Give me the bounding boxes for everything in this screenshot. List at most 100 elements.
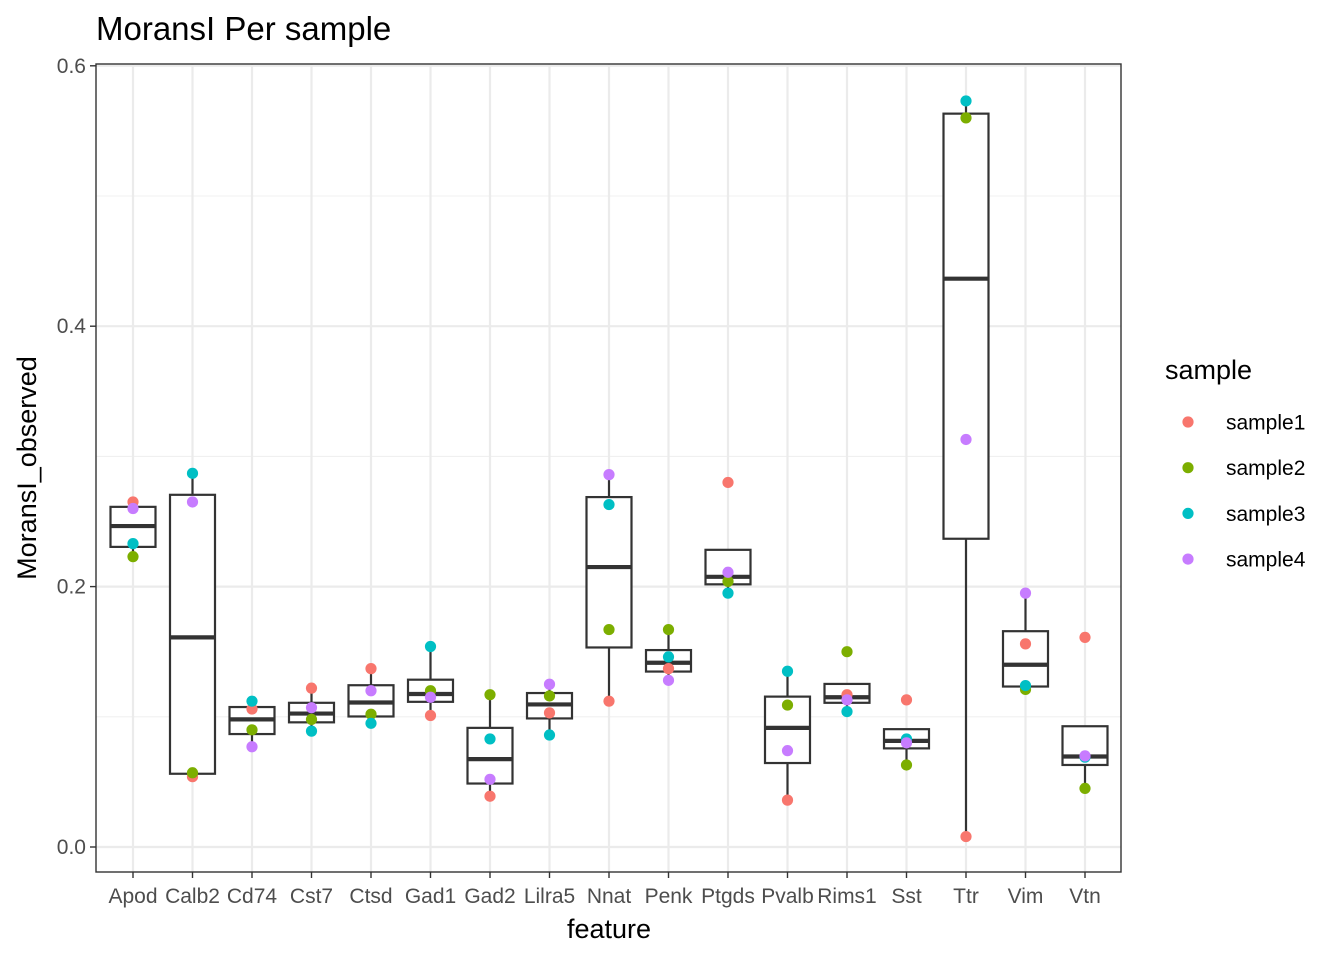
y-tick-label: 0.0 [57,836,86,859]
y-tick-label: 0.4 [57,315,87,338]
point-sample4-nnat [603,469,615,481]
y-axis-title: MoransI_observed [12,356,42,580]
point-sample2-cd74 [246,724,258,736]
point-sample4-rims1 [841,694,853,706]
point-sample4-apod [127,502,139,515]
legend-title: sample [1165,355,1252,385]
point-sample4-vim [1019,587,1032,599]
chart-title: MoransI Per sample [96,10,391,47]
x-tick-label: Nnat [587,885,632,908]
point-sample3-calb2 [186,467,199,479]
point-sample4-ctsd [365,685,377,697]
box-iqr [585,495,633,649]
boxplot-lilra5 [525,684,574,736]
point-sample3-ctsd [365,717,377,729]
point-sample4-gad1 [424,691,437,703]
point-sample3-lilra5 [543,729,556,741]
x-tick-label: Vtn [1069,885,1101,908]
point-sample1-lilra5 [543,707,556,719]
x-axis: Apod Calb2 Cd74 Cst7 Ctsd Gad1 Gad2 Lilra5 Nnat P… [108,872,1101,908]
points [127,95,1091,843]
point-sample1-vtn [1079,631,1091,643]
point-sample4-ptgds [722,566,734,578]
y-tick-label: 0.2 [57,576,86,599]
point-sample2-vtn [1079,782,1091,795]
point-sample2-rims1 [841,646,853,658]
x-tick-label: Gad2 [464,885,515,908]
point-sample4-ttr [960,433,972,446]
point-sample4-sst [900,737,913,749]
point-sample4-gad2 [484,773,496,785]
point-sample4-vtn [1079,750,1091,762]
x-tick-label: Penk [645,885,693,908]
point-sample3-vim [1019,679,1032,692]
point-sample2-cst7 [305,713,318,726]
point-sample1-pvalb [781,794,794,806]
point-sample1-sst [900,694,913,706]
point-sample3-ptgds [722,587,734,599]
point-sample2-ttr [960,112,972,124]
boxplot-nnat [585,474,633,702]
x-tick-label: Apod [108,885,157,908]
point-sample4-pvalb [781,745,794,757]
legend-label-sample1: sample1 [1226,412,1305,435]
point-sample4-calb2 [186,496,199,508]
point-sample3-penk [662,651,675,663]
point-sample1-penk [662,663,675,675]
x-axis-title: feature [567,914,651,944]
point-sample4-lilra5 [543,678,556,690]
y-tick-label: 0.6 [57,55,86,78]
point-sample3-pvalb [781,665,794,677]
x-tick-label: Vim [1008,885,1044,908]
y-axis: 0.0 0.2 0.4 0.6 [57,55,96,859]
point-sample3-ttr [960,95,972,107]
boxplot-calb2 [168,473,217,777]
box-iqr [168,493,217,775]
point-sample3-cst7 [305,725,318,737]
x-tick-label: Ttr [953,885,979,908]
legend: sample sample1 sample2 sample3 sample4 [1165,355,1306,572]
x-tick-label: Pvalb [761,885,814,908]
legend-key-sample1 [1182,416,1194,428]
point-sample1-ctsd [365,663,377,675]
point-sample2-pvalb [781,699,794,711]
x-tick-label: Ptgds [701,885,755,908]
point-sample1-ttr [960,830,972,843]
x-tick-label: Cst7 [290,885,333,908]
legend-label-sample4: sample4 [1226,549,1306,572]
point-sample1-cst7 [305,682,318,694]
x-tick-label: Sst [891,885,922,908]
point-sample1-vim [1019,638,1032,650]
point-sample2-nnat [603,623,615,636]
boxplot-vim [1001,593,1050,690]
x-tick-label: Gad1 [405,885,456,908]
point-sample3-rims1 [841,705,853,718]
point-sample4-cst7 [305,702,318,714]
boxplot-penk [644,629,693,681]
point-sample3-cd74 [246,695,258,707]
x-tick-label: Ctsd [349,885,392,908]
point-sample2-ptgds [722,575,734,587]
point-sample1-gad1 [424,709,437,722]
point-sample2-lilra5 [543,690,556,702]
legend-key-sample3 [1182,507,1194,519]
x-tick-label: Lilra5 [524,885,575,908]
point-sample3-nnat [603,498,615,511]
legend-label-sample3: sample3 [1226,503,1305,526]
point-sample1-ptgds [722,476,734,489]
point-sample1-nnat [603,695,615,707]
point-sample2-ctsd [365,708,377,720]
point-sample2-penk [662,623,675,636]
point-sample1-cd74 [246,703,258,715]
point-sample4-penk [662,674,675,686]
x-tick-label: Calb2 [165,885,220,908]
point-sample3-gad2 [484,733,496,745]
point-sample3-apod [127,538,139,550]
legend-label-sample2: sample2 [1226,457,1305,480]
legend-key-sample2 [1182,462,1194,474]
point-sample2-sst [900,759,913,771]
legend-key-sample4 [1182,553,1194,565]
point-sample1-gad2 [484,790,496,802]
point-sample2-calb2 [186,767,199,779]
